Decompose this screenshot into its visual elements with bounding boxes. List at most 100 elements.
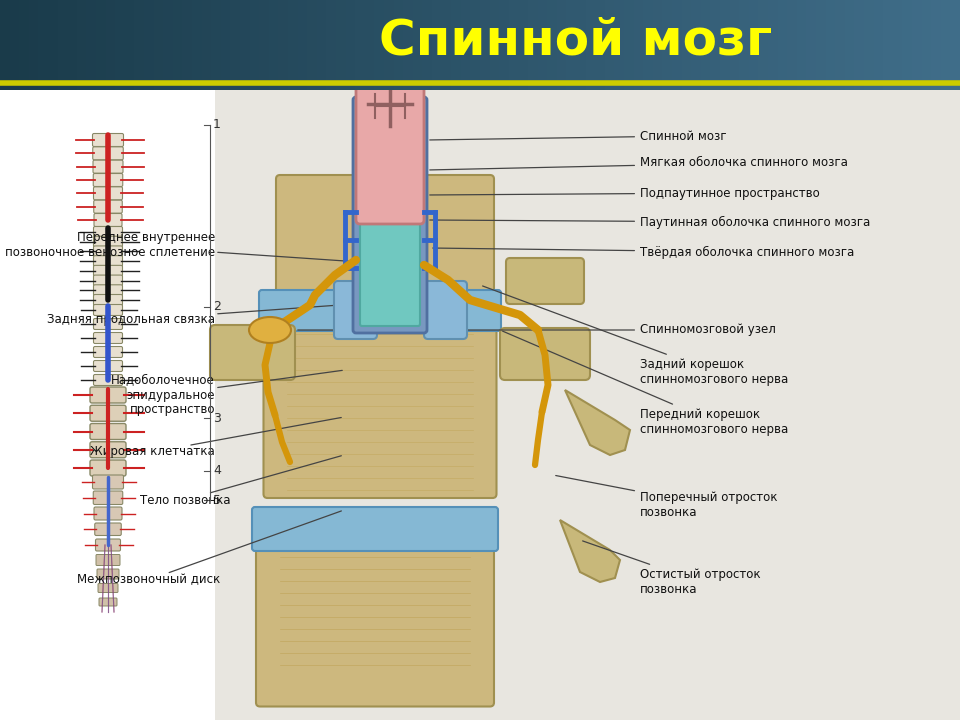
Text: Задняя продольная связка: Задняя продольная связка bbox=[47, 305, 337, 326]
Bar bbox=[470, 0, 480, 90]
Bar bbox=[259, 0, 269, 90]
Bar bbox=[115, 0, 125, 90]
Bar bbox=[758, 0, 768, 90]
Bar bbox=[355, 0, 365, 90]
Bar bbox=[902, 0, 912, 90]
Bar bbox=[29, 0, 38, 90]
Bar bbox=[797, 0, 806, 90]
FancyBboxPatch shape bbox=[360, 104, 420, 326]
Bar bbox=[720, 0, 730, 90]
Bar bbox=[874, 0, 883, 90]
Bar bbox=[768, 0, 778, 90]
Ellipse shape bbox=[249, 317, 291, 343]
Bar bbox=[662, 0, 672, 90]
Bar bbox=[912, 0, 922, 90]
Bar bbox=[67, 0, 77, 90]
FancyBboxPatch shape bbox=[90, 405, 126, 421]
FancyBboxPatch shape bbox=[93, 318, 123, 330]
Bar bbox=[710, 0, 720, 90]
Polygon shape bbox=[565, 390, 630, 455]
Text: Передний корешок
спинномозгового нерва: Передний корешок спинномозгового нерва bbox=[502, 331, 788, 436]
Bar bbox=[288, 0, 298, 90]
Bar bbox=[240, 0, 250, 90]
Text: 4: 4 bbox=[213, 464, 221, 477]
FancyBboxPatch shape bbox=[96, 554, 120, 565]
Bar bbox=[614, 0, 624, 90]
FancyBboxPatch shape bbox=[93, 294, 123, 305]
Bar bbox=[221, 0, 230, 90]
FancyBboxPatch shape bbox=[353, 97, 427, 333]
Bar bbox=[125, 0, 134, 90]
FancyBboxPatch shape bbox=[93, 160, 123, 174]
Bar bbox=[144, 0, 154, 90]
Bar bbox=[883, 0, 893, 90]
FancyBboxPatch shape bbox=[334, 281, 377, 339]
Bar bbox=[451, 0, 461, 90]
FancyBboxPatch shape bbox=[93, 174, 123, 186]
Bar bbox=[215, 90, 960, 720]
Text: Спинной мозг: Спинной мозг bbox=[430, 130, 727, 143]
FancyBboxPatch shape bbox=[276, 175, 494, 293]
Bar bbox=[672, 0, 682, 90]
Text: Поперечный отросток
позвонка: Поперечный отросток позвонка bbox=[556, 475, 778, 519]
Text: Надоболочечное
эпидуральное
пространство: Надоболочечное эпидуральное пространство bbox=[111, 370, 343, 416]
Bar bbox=[691, 0, 701, 90]
FancyBboxPatch shape bbox=[93, 186, 123, 200]
Bar bbox=[538, 0, 547, 90]
Bar bbox=[211, 0, 221, 90]
Bar bbox=[806, 0, 816, 90]
FancyBboxPatch shape bbox=[252, 507, 498, 551]
Text: Подпаутинное пространство: Подпаутинное пространство bbox=[430, 186, 820, 199]
FancyBboxPatch shape bbox=[93, 246, 123, 257]
FancyBboxPatch shape bbox=[94, 214, 122, 227]
Bar bbox=[384, 0, 394, 90]
Bar bbox=[490, 0, 499, 90]
Bar bbox=[682, 0, 691, 90]
Bar bbox=[739, 0, 749, 90]
Bar bbox=[816, 0, 826, 90]
Bar bbox=[307, 0, 317, 90]
FancyBboxPatch shape bbox=[93, 275, 123, 286]
Bar bbox=[269, 0, 278, 90]
Bar bbox=[317, 0, 326, 90]
Bar bbox=[432, 0, 442, 90]
Bar bbox=[38, 0, 48, 90]
Bar bbox=[624, 0, 634, 90]
Bar bbox=[480, 0, 490, 90]
FancyBboxPatch shape bbox=[93, 491, 123, 505]
Text: Межпозвоночный диск: Межпозвоночный диск bbox=[77, 511, 342, 587]
Bar bbox=[595, 0, 605, 90]
Bar bbox=[403, 0, 413, 90]
Text: Паутинная оболочка спинного мозга: Паутинная оболочка спинного мозга bbox=[430, 215, 871, 228]
Bar bbox=[941, 0, 950, 90]
Bar bbox=[86, 0, 96, 90]
Bar bbox=[950, 0, 960, 90]
Text: Переднее внутреннее
позвоночное венозное сплетение: Переднее внутреннее позвоночное венозное… bbox=[5, 231, 357, 262]
Bar bbox=[0, 90, 215, 720]
Bar bbox=[336, 0, 346, 90]
FancyBboxPatch shape bbox=[263, 322, 496, 498]
FancyBboxPatch shape bbox=[94, 507, 122, 520]
FancyBboxPatch shape bbox=[98, 583, 118, 593]
Bar bbox=[182, 0, 192, 90]
Text: Мягкая оболочка спинного мозга: Мягкая оболочка спинного мозга bbox=[430, 156, 848, 170]
Bar bbox=[586, 0, 595, 90]
Bar bbox=[192, 0, 202, 90]
Bar bbox=[413, 0, 422, 90]
Bar bbox=[422, 0, 432, 90]
FancyBboxPatch shape bbox=[93, 361, 123, 372]
Bar bbox=[605, 0, 614, 90]
Text: Спинной мозг: Спинной мозг bbox=[379, 17, 773, 65]
FancyBboxPatch shape bbox=[92, 133, 124, 146]
Bar bbox=[326, 0, 336, 90]
FancyBboxPatch shape bbox=[90, 460, 126, 476]
Text: Тело позвонка: Тело позвонка bbox=[139, 456, 342, 506]
Text: Задний корешок
спинномозгового нерва: Задний корешок спинномозгового нерва bbox=[483, 286, 788, 386]
Bar bbox=[365, 0, 374, 90]
Bar bbox=[835, 0, 845, 90]
Bar bbox=[566, 0, 576, 90]
Text: Твёрдая оболочка спинного мозга: Твёрдая оболочка спинного мозга bbox=[433, 246, 854, 258]
Bar bbox=[134, 0, 144, 90]
FancyBboxPatch shape bbox=[93, 374, 123, 385]
FancyBboxPatch shape bbox=[97, 569, 119, 579]
